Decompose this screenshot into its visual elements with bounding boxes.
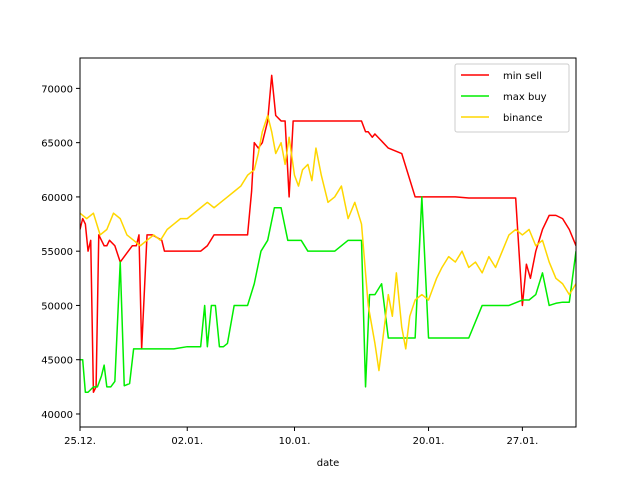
y-tick-label: 65000	[41, 139, 73, 150]
y-axis: 40000 45000 50000 55000 60000 65000 70000	[41, 84, 80, 421]
legend-label: binance	[503, 113, 543, 124]
y-tick-label: 50000	[41, 301, 73, 312]
y-tick-label: 70000	[41, 84, 73, 95]
series-line-min-sell	[80, 74, 576, 394]
series-layer	[80, 74, 576, 394]
x-tick-label: 02.01.	[171, 436, 203, 447]
y-tick-label: 55000	[41, 247, 73, 258]
x-tick-label: 10.01.	[279, 436, 311, 447]
series-line-max-buy	[80, 196, 576, 394]
plot-frame	[79, 57, 577, 428]
series-line-binance	[80, 114, 576, 372]
legend-label: max buy	[503, 92, 547, 103]
legend-label: min sell	[503, 71, 542, 82]
plot-area	[80, 74, 576, 394]
legend-box	[454, 63, 570, 133]
x-axis: 25.12. 02.01. 10.01. 20.01. 27.01.	[64, 427, 538, 447]
y-tick-label: 40000	[41, 410, 73, 421]
x-axis-label: date	[317, 458, 340, 469]
x-tick-label: 27.01.	[506, 436, 538, 447]
y-tick-label: 45000	[41, 356, 73, 367]
y-tick-label: 60000	[41, 193, 73, 204]
x-tick-label: 20.01.	[413, 436, 445, 447]
legend: min sell max buy binance	[454, 63, 570, 133]
x-tick-label: 25.12.	[64, 436, 96, 447]
